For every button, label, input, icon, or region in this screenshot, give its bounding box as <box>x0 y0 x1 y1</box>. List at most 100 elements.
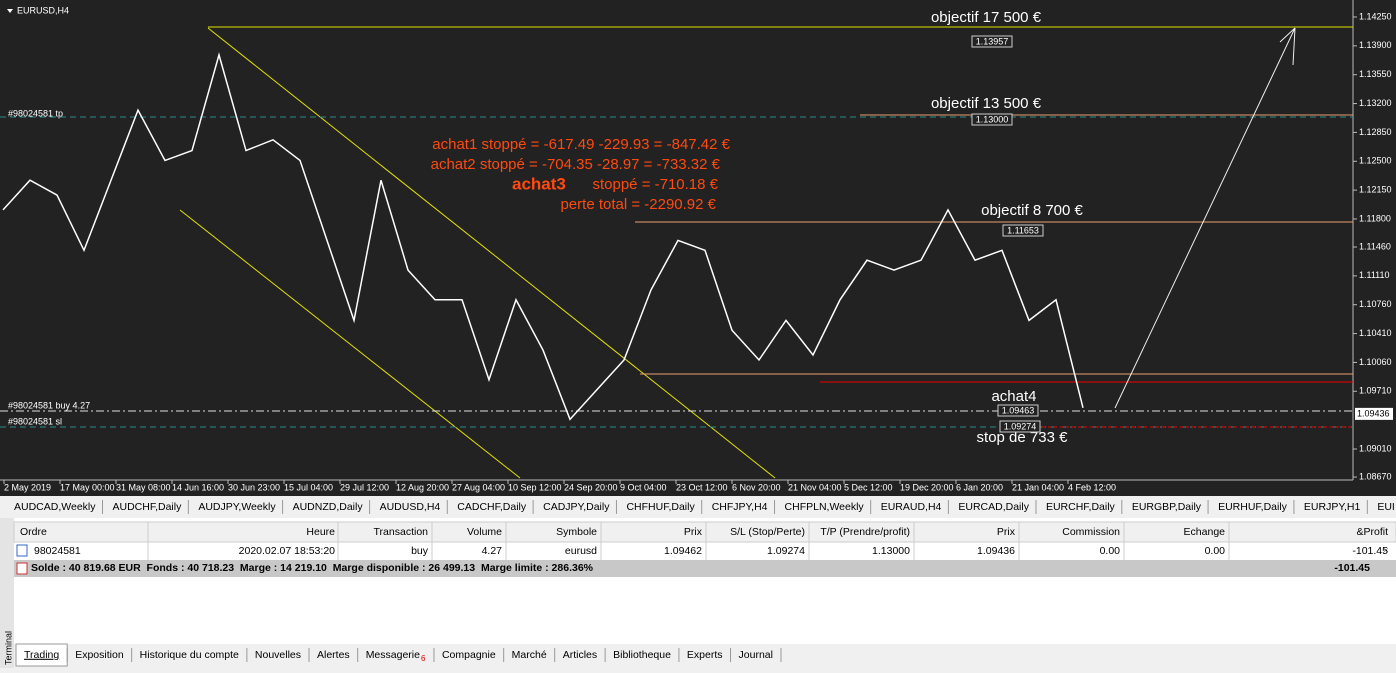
table-header-cell: S/L (Stop/Perte) <box>730 526 805 538</box>
x-tick-label: 23 Oct 12:00 <box>676 482 728 492</box>
symbol-tab[interactable]: EURHUF,Daily <box>1218 501 1288 513</box>
symbol-tab[interactable]: EURAUD,H4 <box>881 501 942 513</box>
table-cell: eurusd <box>565 545 597 557</box>
table-cell: 0.00 <box>1205 545 1226 557</box>
order-icon <box>16 544 28 557</box>
current-price-box <box>1355 407 1393 420</box>
close-button[interactable]: × <box>1383 546 1389 557</box>
symbol-tab[interactable]: CADJPY,Daily <box>543 501 610 513</box>
symbol-tab[interactable]: AUDJPY,Weekly <box>198 501 276 513</box>
symbol-tab[interactable]: EURJPY,H1 <box>1304 501 1361 513</box>
y-tick-label: 1.08670 <box>1359 471 1392 481</box>
loss-note: achat1 stoppé = -617.49 -229.93 = -847.4… <box>432 136 730 153</box>
x-tick-label: 19 Dec 20:00 <box>900 482 954 492</box>
loss-note: perte total = -2290.92 € <box>560 196 716 213</box>
level-label: #98024581 tp <box>8 108 63 118</box>
symbol-tab[interactable]: EUI <box>1377 501 1395 513</box>
y-tick-label: 1.14250 <box>1359 11 1392 21</box>
x-tick-label: 5 Dec 12:00 <box>844 482 893 492</box>
x-tick-label: 6 Jan 20:00 <box>956 482 1003 492</box>
bottom-tab[interactable]: Trading <box>24 649 59 661</box>
channel <box>179 209 521 479</box>
symbol-tab[interactable]: AUDCHF,Daily <box>113 501 183 513</box>
x-tick-label: 30 Jun 23:00 <box>228 482 280 492</box>
table-cell: 0.00 <box>1100 545 1121 557</box>
table-header-cell: &Profit <box>1356 526 1388 538</box>
y-tick-label: 1.11460 <box>1359 241 1391 251</box>
x-tick-label: 21 Nov 04:00 <box>788 482 842 492</box>
symbol-tab[interactable]: AUDNZD,Daily <box>293 501 364 513</box>
terminal-strip <box>0 518 14 668</box>
bottom-tab[interactable]: Journal <box>739 649 773 661</box>
symbol-tab[interactable]: EURCHF,Daily <box>1046 501 1116 513</box>
symbol-tab[interactable]: CHFHUF,Daily <box>626 501 695 513</box>
bottom-tab[interactable]: Articles <box>563 649 597 661</box>
y-tick-label: 1.12500 <box>1359 156 1392 166</box>
arrow <box>1114 27 1296 409</box>
bottom-tab[interactable]: Alertes <box>317 649 350 661</box>
y-tick-label: 1.12850 <box>1359 127 1392 137</box>
summary-profit: -101.45 <box>1334 562 1370 574</box>
annotation: objectif 13 500 € <box>931 95 1042 112</box>
table-cell: buy <box>411 545 429 557</box>
x-tick-label: 31 May 08:00 <box>116 482 171 492</box>
table-cell: 2020.02.07 18:53:20 <box>239 545 336 557</box>
level-label: #98024581 buy 4.27 <box>8 400 90 410</box>
level-label: #98024581 sl <box>8 416 62 426</box>
x-tick-label: 10 Sep 12:00 <box>508 482 562 492</box>
symbol-tab[interactable]: CHFPLN,Weekly <box>785 501 865 513</box>
loss-note: achat2 stoppé = -704.35 -28.97 = -733.32… <box>431 156 721 173</box>
table-header-cell: Commission <box>1062 526 1120 538</box>
y-tick-label: 1.13550 <box>1359 69 1392 79</box>
symbol-tab[interactable]: CADCHF,Daily <box>457 501 527 513</box>
price-line <box>2 52 1084 421</box>
x-tick-label: 2 May 2019 <box>4 482 51 492</box>
table-cell: -101.45 <box>1352 545 1388 557</box>
x-tick-label: 14 Jun 16:00 <box>172 482 224 492</box>
bottom-tab[interactable]: Experts <box>687 649 723 661</box>
symbol-tab[interactable]: CHFJPY,H4 <box>712 501 768 513</box>
bottom-tab[interactable]: Exposition <box>75 649 124 661</box>
price-tag: 1.09463 <box>1002 405 1035 415</box>
price-tag: 1.11653 <box>1007 225 1039 235</box>
message-count: 6 <box>421 654 426 663</box>
y-tick-label: 1.11110 <box>1359 270 1390 280</box>
bottom-tab[interactable]: Historique du compte <box>140 649 239 661</box>
loss-note: stoppé = -710.18 € <box>592 176 718 193</box>
y-tick-label: 1.13200 <box>1359 98 1392 108</box>
y-tick-label: 1.10410 <box>1359 328 1392 338</box>
terminal-label: Terminal <box>3 631 13 665</box>
bottom-tab[interactable]: Messagerie <box>366 649 420 661</box>
y-tick-label: 1.10760 <box>1359 299 1392 309</box>
symbol-tab[interactable]: AUDUSD,H4 <box>380 501 441 513</box>
table-header-cell: Volume <box>467 526 502 538</box>
bottom-tab[interactable]: Bibliotheque <box>613 649 671 661</box>
table-header-cell: Heure <box>306 526 335 538</box>
y-tick-label: 1.09710 <box>1359 386 1392 396</box>
bottom-tab[interactable]: Nouvelles <box>255 649 301 661</box>
price-box <box>997 404 1039 417</box>
channel <box>207 27 776 479</box>
symbol-tab[interactable]: AUDCAD,Weekly <box>14 501 96 513</box>
price-tag: 1.13000 <box>976 114 1009 124</box>
table-header-cell: Prix <box>997 526 1016 538</box>
menu-icon <box>7 9 13 13</box>
symbol-tab[interactable]: EURGBP,Daily <box>1132 501 1202 513</box>
price-box <box>971 113 1013 126</box>
bottom-tab[interactable]: Marché <box>512 649 547 661</box>
x-tick-label: 12 Aug 20:00 <box>396 482 449 492</box>
symbol-tab[interactable]: EURCAD,Daily <box>958 501 1029 513</box>
table-header-cell: Prix <box>684 526 703 538</box>
x-tick-label: 29 Jul 12:00 <box>340 482 389 492</box>
annotation: stop de 733 € <box>977 429 1069 446</box>
table-cell: 1.13000 <box>872 545 910 557</box>
window-title: EURUSD,H4 <box>17 5 69 15</box>
table-header-cell: Ordre <box>20 526 47 538</box>
bottom-tab[interactable]: Compagnie <box>442 649 496 661</box>
summary: Solde : 40 819.68 EUR Fonds : 40 718.23 … <box>31 562 594 574</box>
x-tick-label: 27 Aug 04:00 <box>452 482 505 492</box>
table-header <box>13 521 1396 543</box>
table-header-cell: Echange <box>1184 526 1226 538</box>
table-cell: 1.09462 <box>664 545 702 557</box>
